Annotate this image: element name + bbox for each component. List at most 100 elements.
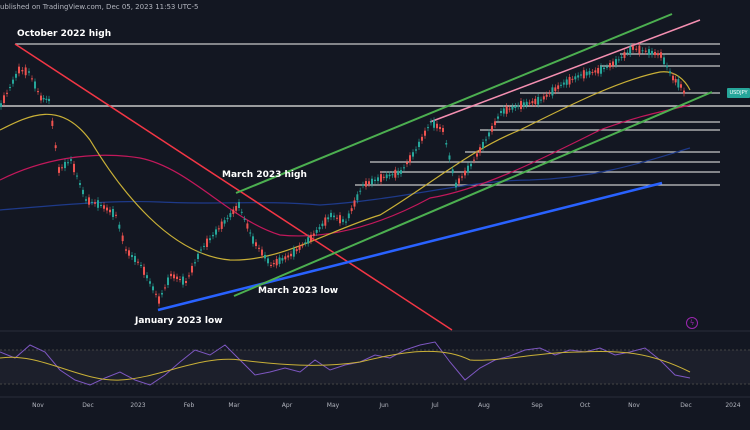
candle-body: [412, 152, 414, 157]
candle-body: [18, 66, 20, 74]
candle-body: [470, 163, 472, 167]
candle-body: [255, 242, 257, 247]
candle-body: [551, 87, 554, 96]
candle-body: [502, 108, 505, 114]
candle-body: [433, 120, 435, 128]
annotation-march-high: March 2023 high: [222, 170, 307, 180]
candle-body: [307, 237, 310, 244]
candle-body: [615, 59, 617, 65]
candle-body: [64, 161, 66, 169]
candle-body: [479, 147, 481, 153]
green-channel-lower: [233, 91, 713, 297]
candle-body: [9, 86, 11, 89]
candle-body: [421, 136, 423, 141]
candle-body: [400, 170, 402, 174]
candle-body: [76, 175, 78, 177]
candle-body: [103, 205, 105, 209]
candle-body: [91, 201, 93, 203]
candle-body: [229, 213, 232, 218]
candle-body: [442, 128, 444, 132]
candle-body: [476, 153, 478, 157]
candle-body: [565, 79, 568, 85]
candle-body: [517, 105, 520, 107]
candle-body: [155, 293, 157, 295]
candle-body: [585, 71, 588, 76]
candle-body: [577, 75, 580, 78]
x-axis-label: Nov: [32, 402, 44, 409]
candle-body: [677, 79, 680, 88]
candle-body: [128, 250, 130, 256]
candle-body: [377, 177, 379, 182]
candle-body: [641, 50, 644, 52]
candle-body: [94, 202, 96, 204]
alert-icon[interactable]: ϟ: [686, 317, 698, 329]
candle-body: [638, 45, 641, 54]
candle-body: [40, 95, 42, 101]
candle-body: [448, 155, 451, 160]
candle-body: [522, 102, 525, 107]
candle-body: [85, 199, 87, 201]
candle-body: [356, 194, 359, 201]
candle-body: [629, 46, 632, 55]
candle-body: [368, 181, 370, 185]
candle-body: [439, 126, 441, 130]
candle-body: [464, 170, 466, 176]
ma-red-line: [0, 104, 691, 237]
candle-body: [318, 227, 321, 230]
candle-body: [415, 149, 417, 151]
candle-body: [61, 167, 63, 169]
candle-body: [520, 100, 522, 110]
candle-body: [70, 159, 72, 161]
candle-body: [418, 141, 420, 148]
candle-body: [315, 229, 318, 233]
candle-body: [582, 70, 585, 79]
candle-body: [252, 236, 254, 244]
green-channel-upper: [235, 13, 673, 194]
candle-body: [0, 103, 2, 107]
candle-body: [588, 71, 591, 75]
candle-body: [594, 70, 597, 73]
candle-body: [612, 61, 614, 66]
candle-body: [170, 273, 172, 277]
candle-body: [197, 253, 199, 260]
candle-body: [45, 98, 48, 100]
candle-body: [176, 276, 178, 279]
ma-blue-line: [0, 147, 691, 211]
candle-body: [275, 258, 278, 266]
candle-body: [51, 120, 54, 126]
candle-body: [284, 256, 287, 260]
candle-body: [557, 85, 560, 89]
candle-body: [140, 264, 142, 266]
candle-body: [164, 287, 166, 289]
candle-body: [531, 101, 534, 104]
candle-body: [226, 217, 229, 220]
candle-body: [295, 249, 298, 252]
candle-body: [545, 94, 548, 97]
candle-body: [391, 174, 394, 176]
candle-body: [511, 106, 514, 110]
candle-body: [118, 224, 121, 229]
x-axis-label: Jun: [379, 402, 389, 409]
ma-yellow-line: [0, 71, 691, 261]
candle-body: [304, 242, 307, 244]
candle-body: [215, 229, 217, 235]
candle-body: [660, 52, 662, 58]
candle-body: [240, 211, 243, 213]
candle-body: [31, 78, 33, 80]
candle-body: [34, 81, 36, 89]
candle-body: [188, 275, 190, 277]
candle-body: [158, 296, 160, 304]
candle-body: [333, 215, 335, 218]
candle-body: [666, 65, 668, 68]
candle-body: [264, 254, 266, 259]
candle-body: [267, 258, 269, 264]
candle-body: [203, 245, 205, 247]
candle-body: [644, 50, 647, 52]
candle-body: [235, 205, 238, 211]
candle-body: [301, 245, 304, 247]
candle-body: [100, 204, 102, 206]
candle-body: [249, 232, 252, 234]
candle-body: [508, 108, 511, 110]
